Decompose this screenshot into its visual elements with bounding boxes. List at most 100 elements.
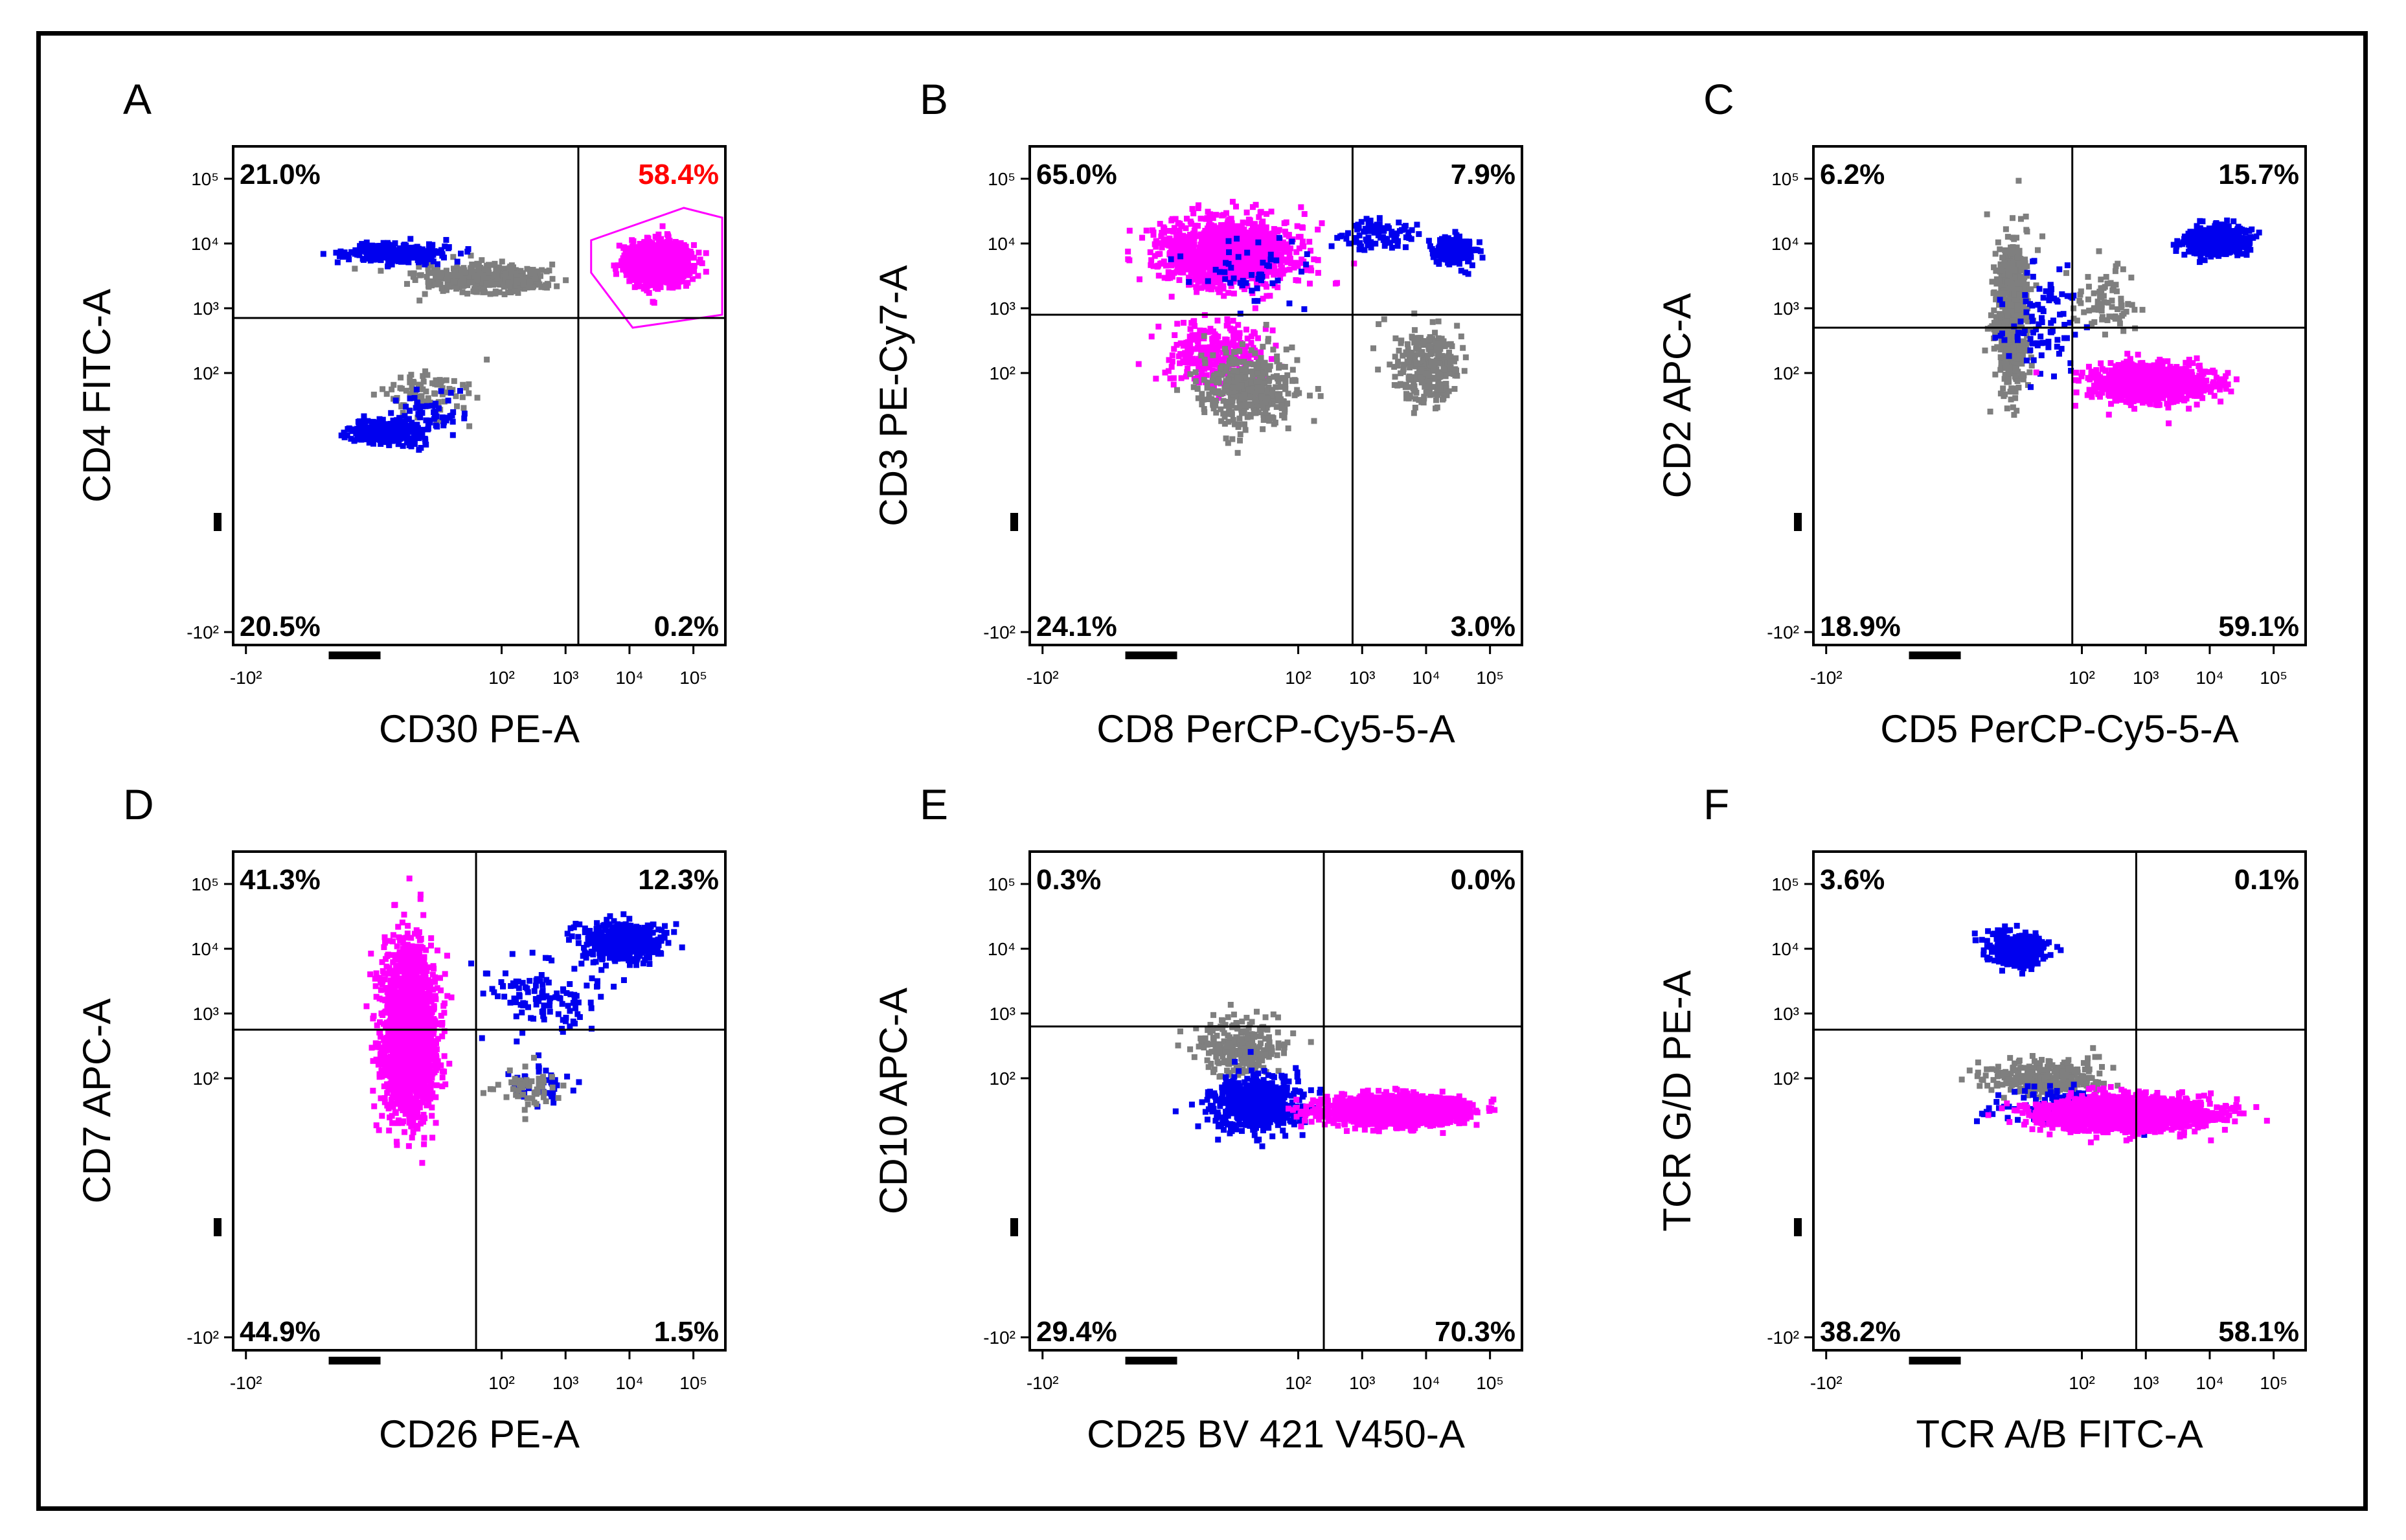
data-point-blue: [355, 418, 361, 425]
data-point-blue: [374, 428, 381, 435]
data-point-magenta: [1153, 238, 1159, 245]
data-point-gray: [1223, 435, 1229, 442]
data-point-magenta: [1214, 346, 1221, 353]
data-point-magenta: [1299, 256, 1305, 263]
data-point-gray: [1237, 431, 1243, 438]
data-point-gray: [1223, 350, 1229, 356]
data-point-magenta: [1296, 245, 1302, 252]
data-point-blue: [445, 245, 451, 251]
data-point-blue: [385, 255, 391, 262]
data-point-magenta: [1243, 343, 1250, 350]
data-point-gray: [453, 275, 459, 281]
data-point-magenta: [652, 260, 659, 267]
data-point-gray: [438, 271, 445, 277]
data-point-gray: [485, 267, 492, 273]
data-point-gray: [1260, 405, 1266, 411]
data-point-blue: [434, 424, 440, 430]
data-point-gray: [1248, 402, 1254, 409]
data-point-gray: [460, 275, 466, 281]
data-point-blue: [386, 427, 392, 434]
data-point-gray: [1443, 370, 1449, 376]
data-point-magenta: [655, 245, 662, 252]
data-point-blue: [429, 243, 435, 249]
data-point-magenta: [1143, 227, 1150, 234]
data-point-blue: [369, 434, 376, 440]
data-point-magenta: [1231, 290, 1237, 297]
data-point-gray: [1451, 358, 1457, 365]
data-point-gray: [1245, 393, 1251, 400]
data-point-gray: [457, 270, 464, 277]
data-point-gray: [1434, 387, 1440, 393]
data-point-gray: [1453, 355, 1459, 361]
data-point-magenta: [1192, 233, 1199, 240]
data-point-gray: [412, 390, 418, 396]
data-point-gray: [1221, 420, 1228, 427]
data-point-gray: [1440, 357, 1446, 363]
data-point-blue: [415, 245, 422, 252]
data-point-magenta: [660, 247, 666, 253]
data-point-gray: [486, 269, 492, 276]
data-point-magenta: [1171, 346, 1177, 352]
data-point-gray: [425, 395, 431, 402]
data-point-magenta: [1186, 245, 1192, 251]
data-point-gray: [1315, 386, 1321, 392]
data-point-magenta: [1216, 236, 1223, 242]
data-point-gray: [1234, 449, 1241, 456]
data-point-magenta: [1185, 345, 1191, 351]
data-point-gray: [1241, 373, 1247, 379]
data-point-gray: [1268, 392, 1275, 399]
data-point-magenta: [632, 273, 639, 280]
data-point-magenta: [1334, 280, 1341, 286]
data-point-blue: [395, 254, 402, 260]
data-point-magenta: [644, 234, 650, 241]
data-point-gray: [1256, 396, 1263, 403]
data-point-blue: [365, 255, 371, 262]
data-point-gray: [1260, 426, 1266, 433]
data-point-magenta: [1203, 264, 1209, 270]
data-point-magenta: [644, 282, 651, 289]
data-point-magenta: [1166, 357, 1172, 363]
data-point-blue: [320, 251, 326, 257]
data-point-gray: [453, 286, 460, 292]
data-point-magenta: [1215, 334, 1221, 340]
data-point-gray: [1261, 363, 1267, 370]
data-point-magenta: [688, 251, 695, 257]
data-point-blue: [404, 434, 411, 440]
data-point-magenta: [672, 257, 679, 264]
data-point-magenta: [1264, 293, 1270, 299]
data-point-blue: [354, 251, 361, 258]
data-point-magenta: [1197, 327, 1203, 334]
data-point-blue: [370, 256, 377, 262]
data-point-gray: [422, 291, 428, 297]
y-axis-label: CD4 FITC-A: [75, 289, 119, 503]
data-point-magenta: [1228, 283, 1234, 289]
data-point-magenta: [1196, 379, 1203, 386]
data-point-magenta: [1174, 267, 1181, 273]
data-point-gray: [1254, 402, 1261, 409]
data-point-gray: [1242, 391, 1248, 398]
data-point-gray: [1201, 356, 1208, 363]
data-point-magenta: [1191, 318, 1197, 324]
data-point-gray: [519, 270, 525, 277]
data-point-magenta: [1236, 330, 1243, 336]
data-point-blue: [396, 430, 403, 436]
data-point-gray: [1243, 364, 1249, 370]
data-point-magenta: [646, 257, 653, 264]
data-point-gray: [1263, 321, 1269, 328]
data-point-blue: [365, 418, 371, 424]
data-point-magenta: [1294, 223, 1300, 229]
data-point-blue: [357, 245, 364, 252]
data-point-magenta: [1269, 327, 1276, 334]
data-point-blue: [440, 422, 447, 429]
data-point-blue: [397, 248, 403, 255]
data-point-gray: [466, 423, 473, 429]
data-point-gray: [481, 289, 488, 295]
data-point-gray: [1257, 359, 1264, 365]
data-point-magenta: [629, 243, 635, 249]
data-point-magenta: [1190, 346, 1197, 352]
data-point-magenta: [1232, 250, 1238, 256]
data-point-gray: [529, 276, 536, 282]
data-point-magenta: [699, 260, 705, 267]
data-point-magenta: [1253, 201, 1259, 208]
data-point-gray: [514, 277, 520, 284]
